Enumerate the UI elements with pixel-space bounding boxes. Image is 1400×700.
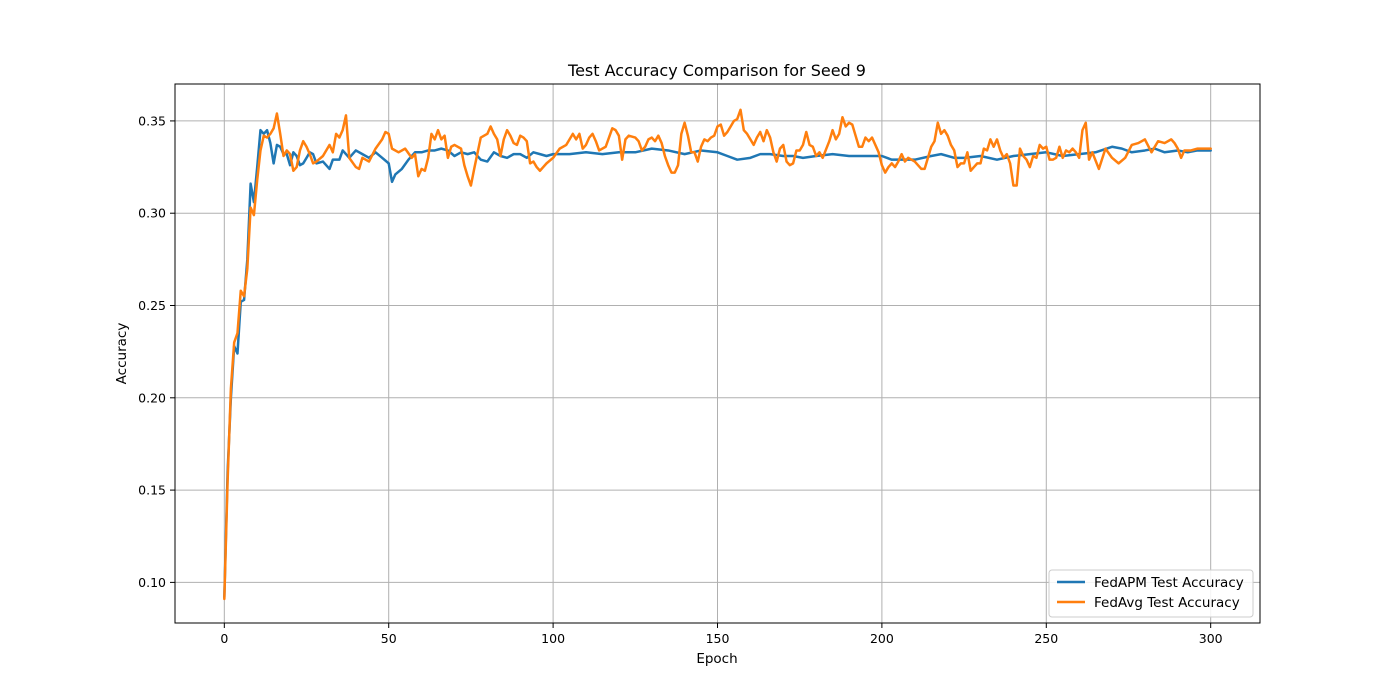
y-tick-label-0.35: 0.35 xyxy=(138,113,166,128)
series-layer xyxy=(223,108,1212,601)
legend: FedAPM Test Accuracy FedAvg Test Accurac… xyxy=(1048,569,1254,618)
y-tick-label-0.30: 0.30 xyxy=(138,206,166,221)
x-tick-label-200: 200 xyxy=(870,631,894,646)
x-tick-label-150: 150 xyxy=(706,631,730,646)
series-line-fedapm xyxy=(223,128,1212,599)
x-axis-label: Epoch xyxy=(696,651,737,667)
series-line-fedavg xyxy=(223,108,1212,601)
y-tick-label-0.25: 0.25 xyxy=(138,298,166,313)
legend-label-fedavg: FedAvg Test Accuracy xyxy=(1094,595,1240,611)
y-tick-label-0.20: 0.20 xyxy=(138,390,166,405)
x-tick-label-50: 50 xyxy=(381,631,397,646)
y-tick-label-0.10: 0.10 xyxy=(138,575,166,590)
x-tick-label-250: 250 xyxy=(1034,631,1058,646)
x-tick-label-100: 100 xyxy=(541,631,565,646)
x-tick-label-0: 0 xyxy=(220,631,228,646)
x-tick-label-300: 300 xyxy=(1199,631,1223,646)
x-axis: 0 50 100 150 200 250 300 xyxy=(220,623,1223,646)
y-tick-label-0.15: 0.15 xyxy=(138,483,166,498)
chart-title: Test Accuracy Comparison for Seed 9 xyxy=(567,61,866,80)
grid-lines xyxy=(175,84,1260,623)
y-axis-label: Accuracy xyxy=(114,323,130,385)
y-axis: 0.10 0.15 0.20 0.25 0.30 0.35 xyxy=(138,113,175,590)
legend-label-fedapm: FedAPM Test Accuracy xyxy=(1094,575,1244,591)
legend-box xyxy=(1048,569,1254,618)
